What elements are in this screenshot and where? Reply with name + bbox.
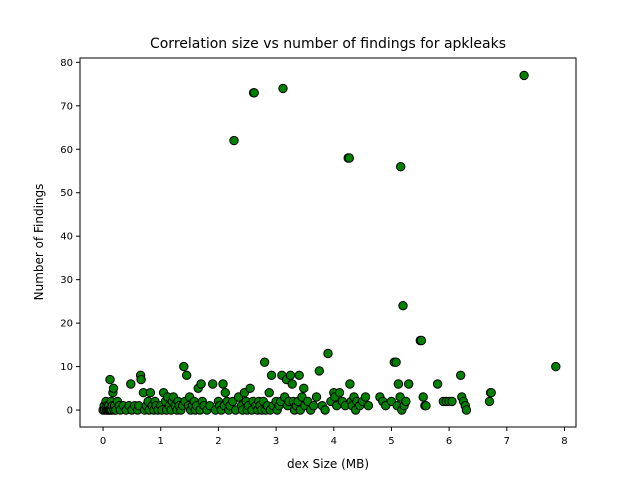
data-points	[98, 70, 561, 415]
x-tick-label-4: 4	[331, 436, 337, 447]
y-axis-ticks: 0 10 20 30 40 50 60 70 80	[60, 58, 80, 417]
x-tick-label-0: 0	[100, 436, 106, 447]
y-tick-label-2: 20	[60, 319, 73, 330]
x-tick-label-8: 8	[561, 436, 567, 447]
data-point-62	[182, 370, 192, 380]
y-tick-label-3: 30	[60, 275, 73, 286]
data-point-149	[334, 388, 345, 398]
data-point-89	[229, 135, 239, 146]
data-point-189	[456, 370, 466, 380]
data-point-135	[299, 383, 309, 393]
data-point-169	[391, 357, 401, 367]
data-point-139	[308, 401, 319, 411]
data-point-183	[421, 401, 431, 411]
y-tick-label-6: 60	[60, 145, 73, 156]
data-point-144	[323, 348, 333, 359]
data-point-178	[404, 379, 414, 389]
data-point-112	[264, 388, 274, 398]
data-point-173	[396, 162, 406, 172]
data-point-10	[105, 374, 115, 385]
data-point-175	[398, 301, 408, 311]
plot-area-frame	[79, 57, 577, 428]
data-point-188	[447, 396, 457, 407]
data-point-194	[484, 396, 495, 407]
data-point-102	[249, 88, 259, 98]
data-point-197	[519, 70, 529, 81]
x-tick-label-3: 3	[273, 436, 279, 447]
x-tick-label-5: 5	[388, 436, 394, 447]
data-point-84	[220, 388, 231, 398]
chart-title: Correlation size vs number of findings f…	[150, 36, 506, 52]
data-point-127	[287, 379, 297, 389]
data-point-143	[320, 405, 330, 415]
data-point-141	[314, 366, 324, 376]
data-point-154	[345, 379, 355, 389]
data-point-196	[486, 388, 496, 398]
y-tick-label-7: 70	[60, 101, 73, 112]
data-point-60	[179, 361, 189, 372]
y-axis-label: Number of Findings	[32, 184, 46, 301]
x-tick-label-6: 6	[446, 436, 452, 447]
x-tick-label-7: 7	[504, 436, 510, 447]
data-point-163	[363, 401, 374, 411]
x-tick-label-1: 1	[158, 436, 164, 447]
data-point-198	[551, 361, 561, 372]
data-point-77	[208, 379, 218, 389]
x-tick-label-2: 2	[215, 436, 221, 447]
data-point-140	[311, 392, 322, 402]
data-point-177	[401, 396, 411, 407]
data-point-162	[360, 392, 371, 402]
y-tick-label-1: 10	[60, 362, 73, 373]
data-point-171	[393, 379, 404, 389]
data-point-38	[145, 388, 156, 398]
y-tick-label-8: 80	[60, 58, 73, 69]
data-point-72	[196, 379, 206, 389]
x-axis-label: dex Size (MB)	[287, 457, 369, 471]
x-axis-ticks: 0 1 2 3 4 5 6 7 8	[100, 427, 568, 447]
data-point-126	[285, 370, 296, 380]
y-tick-label-5: 50	[60, 188, 73, 199]
data-point-32	[136, 374, 146, 385]
data-point-109	[259, 357, 270, 367]
data-point-184	[432, 379, 443, 389]
data-point-114	[266, 370, 277, 380]
y-tick-label-0: 0	[67, 406, 73, 417]
data-point-26	[126, 379, 136, 389]
y-tick-label-4: 40	[60, 232, 73, 243]
data-point-132	[294, 370, 304, 380]
data-point-16	[108, 383, 119, 393]
data-point-193	[461, 405, 472, 415]
data-point-82	[218, 379, 228, 389]
data-point-180	[416, 335, 427, 346]
data-point-98	[245, 383, 255, 393]
data-point-153	[344, 153, 354, 163]
data-point-181	[418, 392, 428, 402]
data-point-121	[278, 83, 288, 94]
